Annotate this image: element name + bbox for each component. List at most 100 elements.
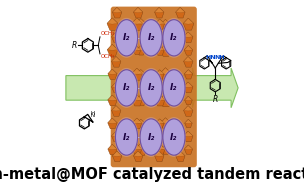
Polygon shape xyxy=(161,44,171,50)
Polygon shape xyxy=(160,94,171,100)
Polygon shape xyxy=(112,7,122,13)
Polygon shape xyxy=(133,151,143,156)
Polygon shape xyxy=(184,57,193,67)
Polygon shape xyxy=(137,119,145,128)
Polygon shape xyxy=(136,95,146,100)
Ellipse shape xyxy=(166,74,182,101)
Polygon shape xyxy=(112,131,121,142)
Polygon shape xyxy=(112,32,121,43)
Text: I₂: I₂ xyxy=(123,132,130,142)
Ellipse shape xyxy=(163,20,185,56)
Text: I₂: I₂ xyxy=(123,33,130,42)
Ellipse shape xyxy=(166,123,182,151)
Polygon shape xyxy=(156,70,164,74)
Ellipse shape xyxy=(146,30,156,46)
Text: I₂: I₂ xyxy=(170,83,178,92)
Polygon shape xyxy=(155,151,164,162)
Polygon shape xyxy=(108,69,117,74)
Polygon shape xyxy=(132,118,142,123)
Ellipse shape xyxy=(114,18,139,58)
Polygon shape xyxy=(161,19,170,24)
Ellipse shape xyxy=(139,18,163,58)
Ellipse shape xyxy=(143,123,159,151)
Ellipse shape xyxy=(166,24,182,51)
Text: HN: HN xyxy=(206,55,216,60)
Polygon shape xyxy=(185,119,192,124)
Text: Non-metal@MOF catalyzed tandem reaction: Non-metal@MOF catalyzed tandem reaction xyxy=(0,167,304,182)
Polygon shape xyxy=(132,68,142,74)
Polygon shape xyxy=(184,82,193,93)
Polygon shape xyxy=(183,18,194,24)
Polygon shape xyxy=(112,106,121,116)
FancyBboxPatch shape xyxy=(111,7,197,167)
Polygon shape xyxy=(155,151,164,156)
Ellipse shape xyxy=(169,80,179,96)
Ellipse shape xyxy=(118,74,135,101)
Polygon shape xyxy=(133,144,142,149)
Polygon shape xyxy=(112,151,122,156)
Polygon shape xyxy=(184,70,192,79)
Polygon shape xyxy=(161,145,170,150)
Polygon shape xyxy=(155,19,164,24)
Polygon shape xyxy=(155,7,164,13)
Polygon shape xyxy=(176,151,185,162)
Ellipse shape xyxy=(122,129,132,145)
Polygon shape xyxy=(133,144,142,155)
Polygon shape xyxy=(133,46,141,55)
Ellipse shape xyxy=(163,119,185,155)
Polygon shape xyxy=(132,68,142,80)
Polygon shape xyxy=(161,145,170,154)
Polygon shape xyxy=(160,68,171,81)
Ellipse shape xyxy=(116,20,138,56)
Polygon shape xyxy=(184,70,192,74)
Polygon shape xyxy=(112,106,121,111)
Polygon shape xyxy=(136,95,146,106)
Ellipse shape xyxy=(140,20,162,56)
Polygon shape xyxy=(137,70,145,79)
Polygon shape xyxy=(185,119,192,128)
Polygon shape xyxy=(132,18,143,24)
Polygon shape xyxy=(155,95,165,100)
Polygon shape xyxy=(112,32,121,37)
Ellipse shape xyxy=(118,24,135,51)
Polygon shape xyxy=(66,68,198,108)
Polygon shape xyxy=(133,7,143,13)
Text: NH: NH xyxy=(214,55,225,60)
Polygon shape xyxy=(133,46,141,50)
Polygon shape xyxy=(184,57,193,62)
Polygon shape xyxy=(132,95,142,106)
Polygon shape xyxy=(156,119,164,128)
Polygon shape xyxy=(185,145,192,154)
Polygon shape xyxy=(136,143,147,149)
Polygon shape xyxy=(185,96,192,101)
Text: OCH₃: OCH₃ xyxy=(100,31,115,36)
Polygon shape xyxy=(132,118,142,129)
Polygon shape xyxy=(137,70,145,74)
Polygon shape xyxy=(155,95,165,106)
Ellipse shape xyxy=(143,74,159,101)
Polygon shape xyxy=(184,106,193,116)
Polygon shape xyxy=(156,46,164,55)
Polygon shape xyxy=(107,44,118,50)
Polygon shape xyxy=(133,151,143,162)
Polygon shape xyxy=(156,119,164,123)
Polygon shape xyxy=(112,57,121,62)
Polygon shape xyxy=(108,69,117,79)
Ellipse shape xyxy=(169,30,179,46)
Ellipse shape xyxy=(140,70,162,106)
Polygon shape xyxy=(108,144,117,155)
Polygon shape xyxy=(176,7,185,13)
Text: I₂: I₂ xyxy=(147,83,155,92)
Polygon shape xyxy=(136,143,147,156)
Polygon shape xyxy=(132,18,143,30)
Polygon shape xyxy=(112,82,121,87)
Polygon shape xyxy=(137,46,145,50)
Ellipse shape xyxy=(169,129,179,145)
Polygon shape xyxy=(184,106,193,111)
Polygon shape xyxy=(112,82,121,93)
Ellipse shape xyxy=(114,68,139,108)
Text: I₂: I₂ xyxy=(147,33,155,42)
Polygon shape xyxy=(112,57,121,67)
Polygon shape xyxy=(107,18,118,30)
Ellipse shape xyxy=(146,80,156,96)
